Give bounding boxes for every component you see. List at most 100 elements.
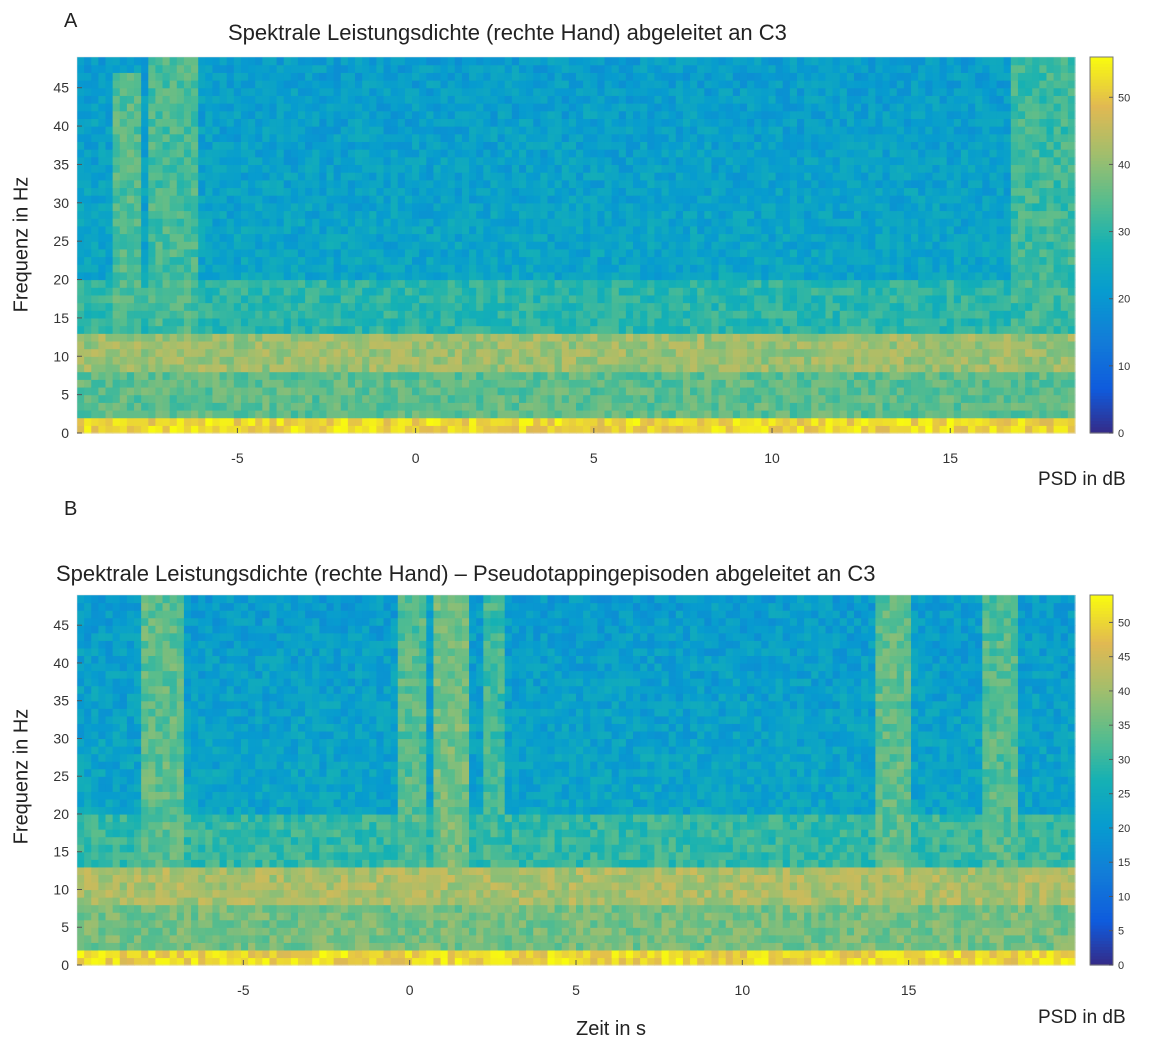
heatmap-cell — [240, 264, 249, 273]
heatmap-cell — [112, 340, 121, 350]
heatmap-cell — [404, 294, 413, 304]
heatmap-cell — [704, 340, 713, 350]
heatmap-cell — [248, 356, 256, 365]
heatmap-cell — [668, 348, 677, 357]
heatmap-cell — [682, 386, 691, 396]
heatmap-cell — [141, 386, 149, 396]
heatmap-cell — [461, 294, 470, 304]
heatmap-cell — [796, 172, 805, 181]
heatmap-cell — [219, 371, 228, 380]
heatmap-cell — [604, 425, 613, 434]
heatmap-cell — [469, 225, 477, 235]
heatmap-cell — [248, 141, 256, 150]
heatmap-cell — [690, 187, 698, 196]
heatmap-cell — [690, 325, 698, 334]
heatmap-cell — [447, 264, 456, 273]
heatmap-cell — [404, 248, 413, 258]
heatmap-cell — [233, 409, 242, 419]
heatmap-cell — [426, 333, 435, 342]
heatmap-cell — [547, 241, 556, 250]
heatmap-cell — [483, 149, 492, 158]
heatmap-cell — [134, 279, 142, 288]
heatmap-cell — [219, 279, 228, 288]
heatmap-cell — [155, 202, 164, 212]
heatmap-cell — [226, 294, 235, 304]
heatmap-cell — [362, 241, 370, 250]
heatmap-cell — [718, 149, 727, 158]
heatmap-cell — [226, 417, 235, 426]
heatmap-cell — [148, 425, 157, 434]
heatmap-cell — [198, 271, 206, 281]
heatmap-cell — [169, 310, 178, 319]
heatmap-cell — [262, 133, 271, 142]
heatmap-cell — [796, 225, 805, 235]
heatmap-cell — [141, 241, 149, 250]
heatmap-cell — [212, 248, 221, 258]
heatmap-cell — [262, 287, 271, 296]
heatmap-cell — [297, 417, 306, 426]
heatmap-cell — [697, 394, 705, 403]
heatmap-cell — [796, 363, 805, 373]
heatmap-cell — [283, 294, 292, 304]
heatmap-cell — [461, 356, 470, 365]
heatmap-cell — [112, 325, 121, 334]
heatmap-cell — [668, 141, 677, 150]
heatmap-cell — [469, 402, 477, 411]
heatmap-cell — [554, 356, 563, 365]
heatmap-cell — [440, 302, 449, 311]
heatmap-cell — [668, 248, 677, 258]
heatmap-cell — [654, 379, 663, 388]
heatmap-cell — [212, 164, 221, 173]
heatmap-cell — [796, 317, 805, 327]
heatmap-cell — [661, 95, 670, 104]
heatmap-cell — [526, 371, 534, 380]
heatmap-cell — [690, 133, 698, 142]
heatmap-cell — [119, 202, 128, 212]
heatmap-cell — [98, 325, 107, 334]
heatmap-cell — [305, 402, 313, 411]
heatmap-cell — [226, 118, 235, 127]
heatmap-cell — [583, 164, 591, 173]
heatmap-cell — [647, 363, 656, 373]
heatmap-cell — [675, 187, 684, 196]
heatmap-cell — [333, 57, 342, 66]
heatmap-cell — [98, 356, 107, 365]
heatmap-cell — [476, 425, 484, 434]
heatmap-cell — [255, 179, 263, 189]
heatmap-cell — [376, 233, 385, 242]
heatmap-cell — [568, 233, 577, 242]
heatmap-cell — [789, 64, 798, 73]
heatmap-cell — [561, 126, 570, 135]
heatmap-cell — [262, 256, 271, 265]
heatmap-cell — [540, 156, 549, 166]
heatmap-cell — [647, 126, 656, 135]
heatmap-cell — [169, 72, 178, 81]
heatmap-cell — [440, 164, 449, 173]
heatmap-cell — [326, 80, 335, 89]
heatmap-cell — [162, 164, 171, 173]
heatmap-cell — [590, 417, 598, 426]
heatmap-cell — [383, 348, 392, 357]
heatmap-cell — [404, 103, 413, 112]
heatmap-cell — [747, 279, 755, 288]
heatmap-cell — [205, 402, 214, 411]
heatmap-cell — [141, 103, 149, 112]
heatmap-cell — [84, 317, 92, 327]
heatmap-cell — [668, 202, 677, 212]
heatmap-cell — [576, 394, 584, 403]
heatmap-cell — [747, 394, 755, 403]
heatmap-cell — [625, 57, 634, 66]
heatmap-cell — [540, 425, 549, 434]
heatmap-cell — [105, 225, 114, 235]
heatmap-cell — [233, 164, 242, 173]
heatmap-cell — [283, 225, 292, 235]
heatmap-cell — [355, 225, 363, 235]
heatmap-cell — [576, 225, 584, 235]
heatmap-cell — [112, 371, 121, 380]
heatmap-cell — [732, 87, 741, 96]
heatmap-cell — [447, 95, 456, 104]
heatmap-cell — [91, 195, 99, 204]
heatmap-cell — [169, 187, 178, 196]
heatmap-cell — [362, 195, 370, 204]
heatmap-cell — [162, 386, 171, 396]
